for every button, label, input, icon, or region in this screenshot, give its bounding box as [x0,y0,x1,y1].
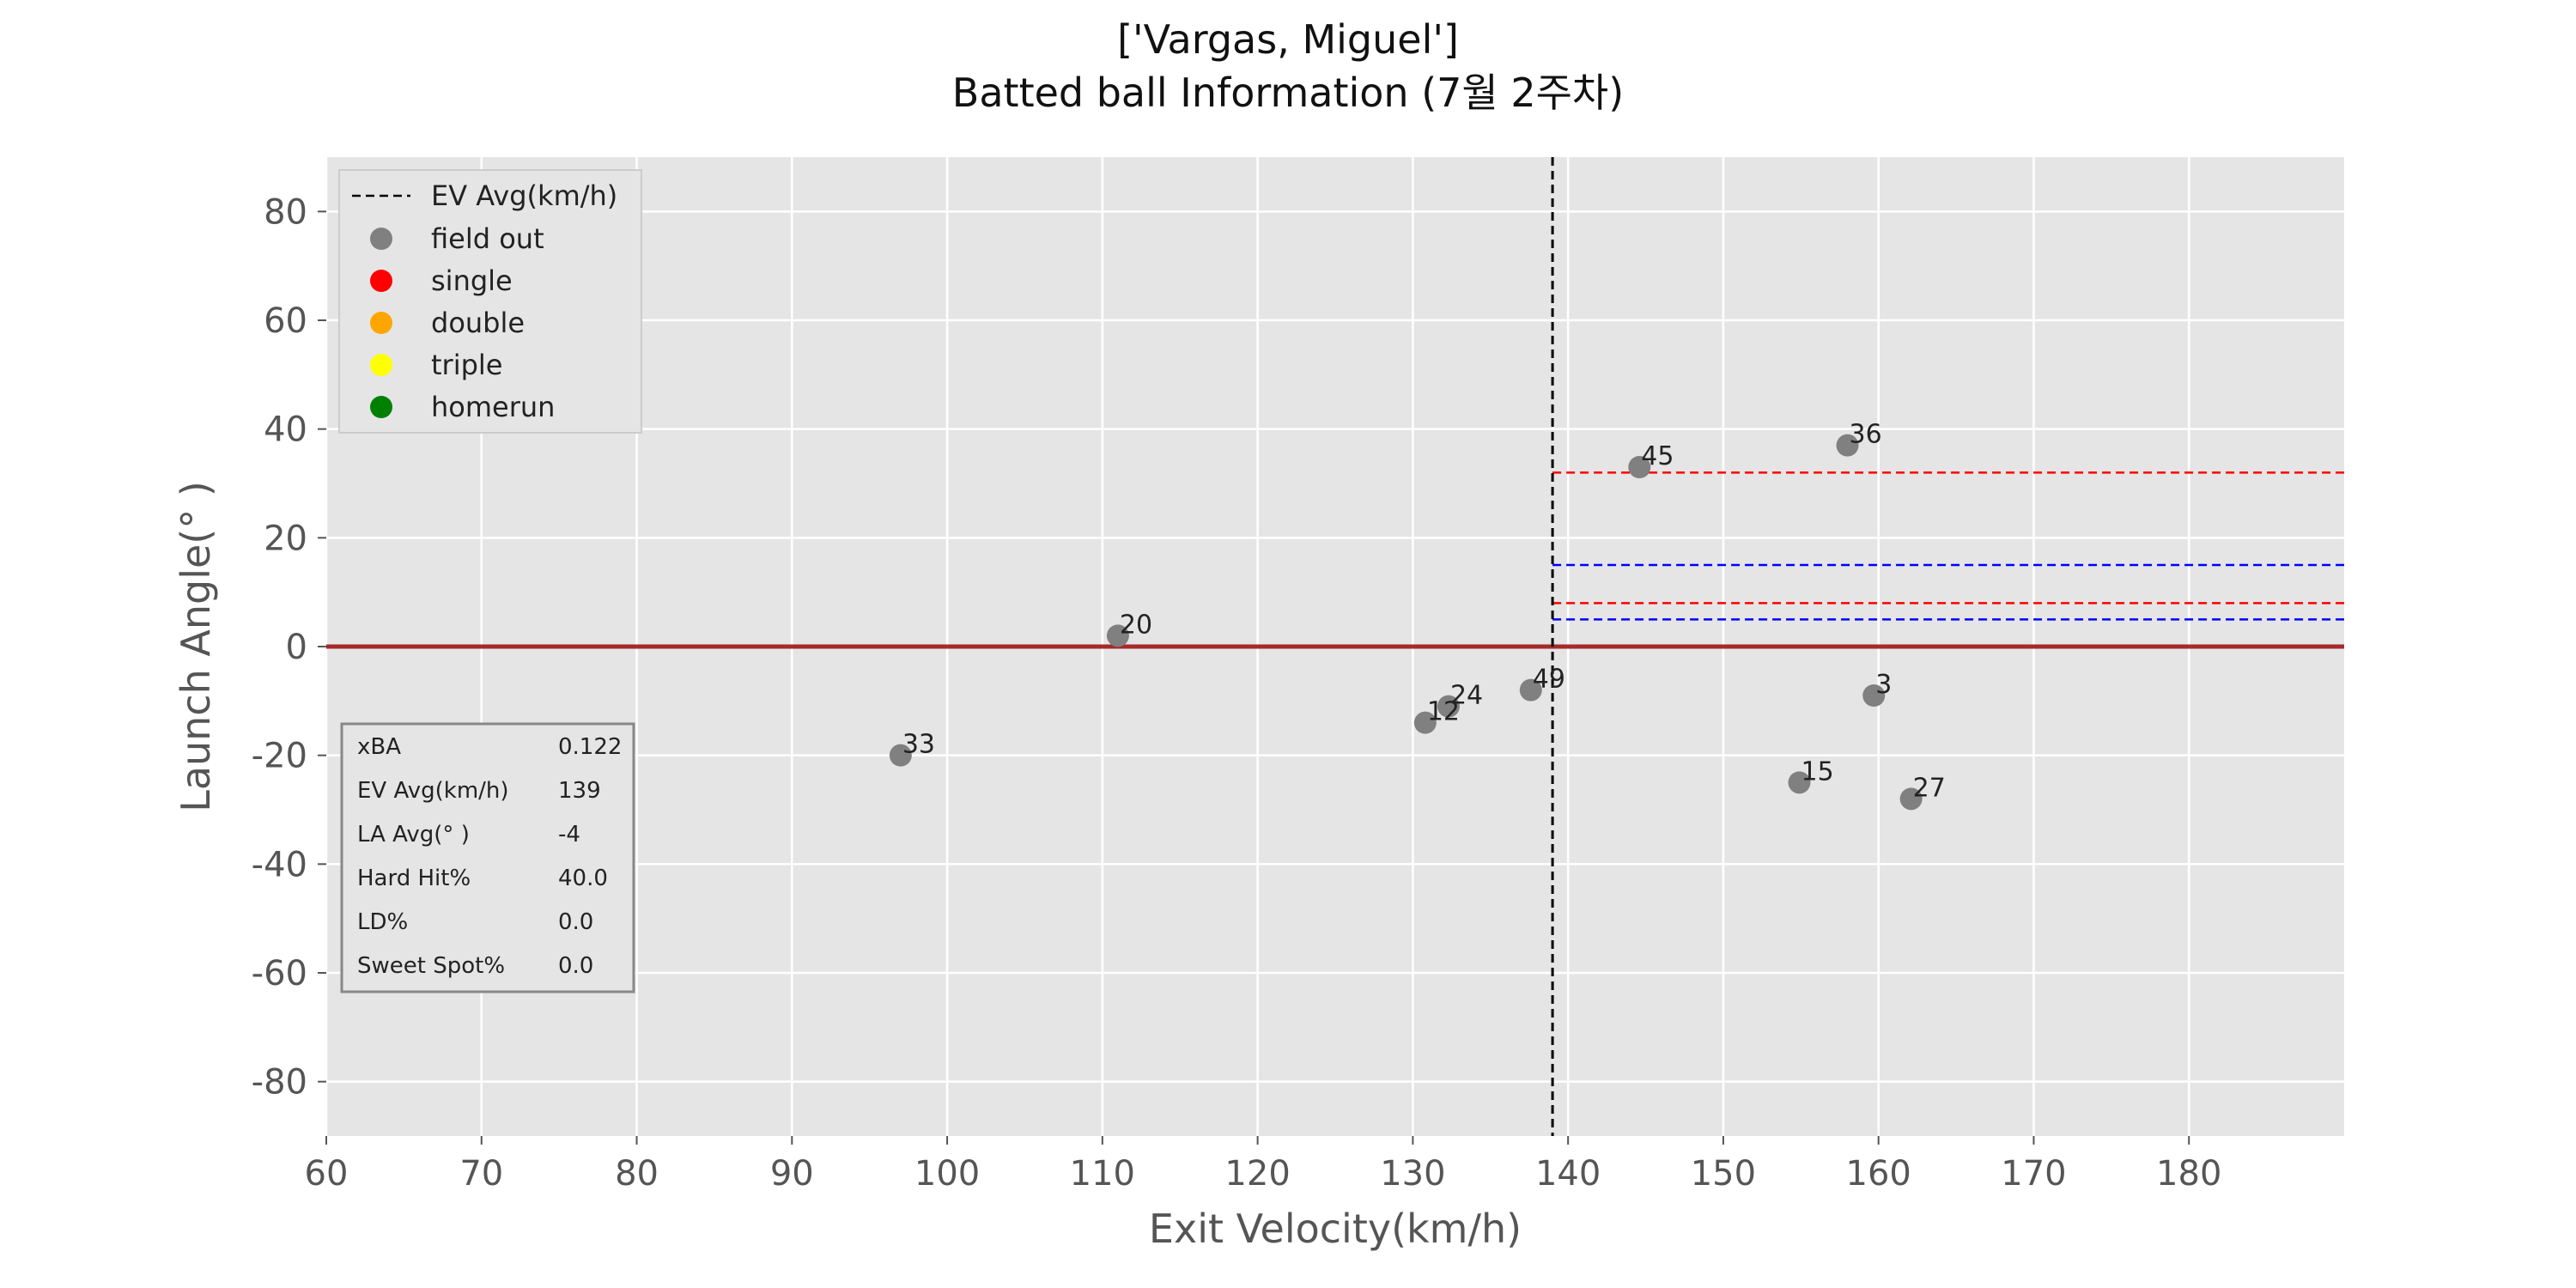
y-tick-label: 20 [264,519,307,558]
y-tick-label: -80 [252,1063,307,1103]
stats-table: xBA 0.122 EV Avg(km/h) 139 LA Avg(° ) -4… [340,722,635,993]
x-tick-label: 90 [770,1154,814,1194]
chart-title: ['Vargas, Miguel'] [1117,16,1459,63]
x-tick-label: 80 [615,1154,659,1194]
stat-value-xba: 0.122 [558,734,622,760]
stat-value-sweet-spot: 0.0 [558,953,593,979]
x-tick-label: 60 [305,1154,349,1194]
data-point [1437,695,1460,718]
legend-label-triple: triple [431,349,502,381]
stat-label-ld: LD% [357,909,408,935]
y-axis-label: Launch Angle(° ) [173,481,219,812]
x-tick-label: 150 [1691,1154,1756,1194]
legend-marker-homerun [370,396,392,418]
data-point [1413,711,1437,734]
legend-label-double: double [431,307,525,339]
chart-subtitle: Batted ball Information (7월 2주차) [952,70,1624,116]
x-tick-label: 120 [1224,1154,1290,1194]
data-point [1862,684,1886,707]
stats-box [340,722,635,993]
stat-label-xba: xBA [357,734,401,760]
x-tick-label: 140 [1535,1154,1601,1194]
stat-value-hard-hit: 40.0 [558,866,608,891]
legend-marker-field-out [370,228,392,250]
stat-label-ev-avg: EV Avg(km/h) [357,778,509,804]
legend-label-homerun: homerun [431,391,555,423]
data-point-label: 12 [1427,697,1460,727]
legend-label-ev-avg: EV Avg(km/h) [431,179,617,212]
y-tick-label: -40 [252,845,307,884]
legend-label-field-out: field out [431,222,544,255]
stat-label-la-avg: LA Avg(° ) [357,822,470,848]
y-tick-label: 60 [264,301,307,341]
data-point-label: 49 [1533,665,1565,695]
stat-label-sweet-spot: Sweet Spot% [357,953,505,979]
data-point-label: 15 [1801,756,1834,787]
data-point [1628,456,1651,478]
data-point [1519,678,1542,702]
y-tick-label: 40 [264,410,307,450]
legend-marker-triple [370,354,392,376]
axis-ticks: 60 70 80 90 100 110 120 130 140 150 160 170 180-80-6… [252,192,2222,1194]
legend-marker-double [370,312,392,334]
y-tick-label: -60 [252,954,307,993]
x-tick-label: 110 [1070,1154,1135,1194]
legend-box [338,169,642,434]
y-tick-label: -20 [252,737,307,776]
x-tick-label: 70 [459,1154,503,1194]
stat-value-ev-avg: 139 [558,778,601,804]
data-point-label: 27 [1913,773,1946,803]
data-point-label: 24 [1450,681,1483,711]
legend-label-single: single [431,264,513,297]
data-point-label: 20 [1120,610,1152,640]
legend: EV Avg(km/h) field out single double tri… [338,169,642,434]
stat-value-ld: 0.0 [558,909,593,935]
stat-value-la-avg: -4 [558,822,580,848]
data-point-label: 3 [1875,670,1892,700]
x-tick-label: 130 [1380,1154,1445,1194]
x-tick-label: 170 [2001,1154,2066,1194]
y-tick-label: 0 [286,628,307,667]
x-tick-label: 160 [1846,1154,1911,1194]
x-tick-label: 100 [914,1154,980,1194]
data-point [1788,771,1811,794]
data-point [889,744,912,767]
data-point [1899,787,1923,811]
data-point [1836,434,1859,457]
legend-marker-single [370,270,392,292]
y-tick-label: 80 [264,192,307,232]
reference-lines [326,157,2344,1136]
x-axis-label: Exit Velocity(km/h) [1149,1206,1522,1252]
data-point-label: 36 [1850,420,1882,450]
data-point-label: 33 [902,730,935,760]
x-tick-label: 180 [2156,1154,2221,1194]
stat-label-hard-hit: Hard Hit% [357,866,471,891]
data-point-label: 45 [1641,441,1674,471]
data-point [1106,624,1129,647]
